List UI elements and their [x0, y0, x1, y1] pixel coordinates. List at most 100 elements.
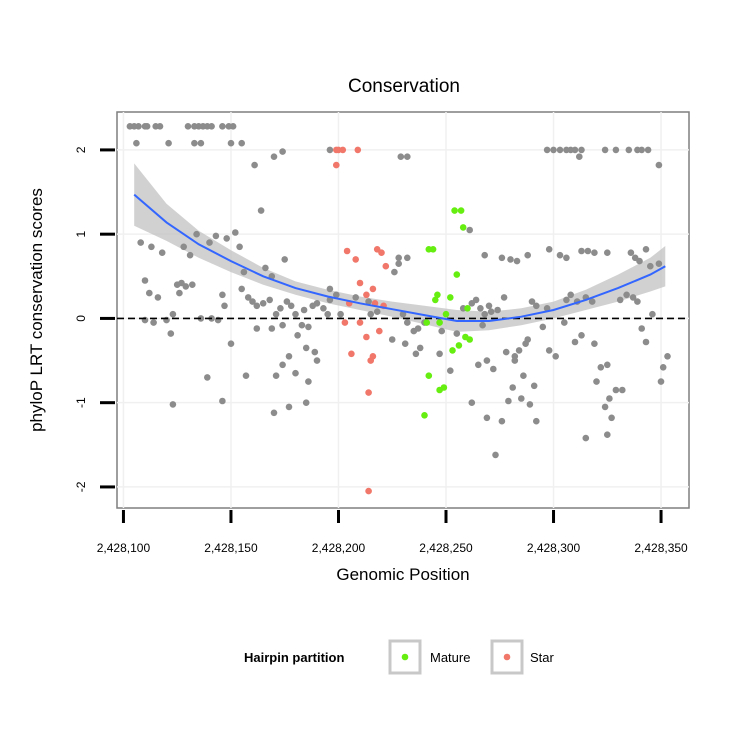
- point-other-216: [511, 357, 519, 364]
- point-star-3: [333, 161, 340, 169]
- point-other-149: [524, 336, 531, 343]
- point-other-89: [253, 325, 261, 332]
- point-other-135: [483, 414, 491, 422]
- point-other-35: [576, 153, 583, 160]
- point-other-172: [604, 431, 611, 439]
- point-other-199: [563, 254, 570, 262]
- point-other-47: [236, 243, 243, 251]
- point-other-105: [227, 340, 235, 348]
- point-other-95: [285, 353, 293, 360]
- y-tick-label-4: 2: [74, 146, 88, 153]
- point-other-163: [588, 298, 596, 305]
- point-other-143: [515, 347, 523, 354]
- point-other-201: [584, 247, 592, 255]
- point-other-113: [391, 268, 398, 276]
- point-other-2: [135, 123, 142, 130]
- point-mature-16: [459, 224, 467, 231]
- point-other-151: [533, 302, 540, 310]
- point-other-168: [606, 395, 613, 402]
- point-other-23: [270, 153, 278, 160]
- point-star-4: [354, 146, 362, 154]
- point-star-14: [341, 319, 349, 326]
- point-other-177: [629, 294, 637, 301]
- point-other-63: [182, 283, 190, 290]
- point-other-103: [270, 409, 278, 417]
- x-tick-label-0: 2,428,100: [97, 541, 151, 555]
- x-tick-label-3: 2,428,250: [419, 541, 473, 555]
- point-other-129: [485, 302, 493, 310]
- point-star-6: [352, 256, 360, 263]
- point-other-49: [193, 230, 200, 238]
- point-other-161: [578, 332, 585, 339]
- point-other-200: [578, 247, 585, 255]
- smooth-curve: [133, 193, 666, 322]
- point-other-12: [208, 123, 215, 130]
- point-mature-6: [425, 372, 433, 380]
- point-other-130: [487, 308, 495, 316]
- point-other-145: [502, 348, 510, 356]
- point-other-75: [259, 300, 267, 307]
- point-other-221: [309, 302, 317, 310]
- point-other-134: [468, 399, 476, 407]
- point-other-153: [543, 305, 551, 312]
- point-star-21: [365, 389, 372, 396]
- point-mature-14: [455, 342, 463, 349]
- point-other-183: [647, 262, 654, 270]
- point-other-111: [404, 254, 411, 262]
- point-star-2: [339, 146, 347, 154]
- point-star-9: [369, 285, 377, 293]
- point-other-220: [333, 291, 340, 299]
- point-star-16: [348, 350, 355, 358]
- y-tick-label-2: 0: [74, 315, 88, 322]
- x-axis: 2,428,100 2,428,150 2,428,200 2,428,250 2,42…: [97, 510, 688, 555]
- point-other-181: [636, 257, 643, 265]
- point-other-155: [552, 353, 559, 360]
- point-other-170: [608, 414, 615, 422]
- point-other-65: [176, 289, 183, 297]
- point-other-166: [593, 378, 600, 385]
- point-other-100: [313, 357, 321, 364]
- point-other-146: [530, 382, 538, 390]
- point-other-222: [300, 306, 308, 314]
- point-other-154: [545, 347, 553, 354]
- point-other-108: [219, 397, 226, 405]
- point-star-8: [363, 291, 370, 299]
- y-axis: -2 -1 0 1 2: [74, 146, 115, 492]
- point-mature-19: [466, 336, 474, 343]
- point-star-17: [363, 333, 370, 341]
- point-other-99: [305, 378, 312, 385]
- smooth-curve-layer: [133, 193, 666, 322]
- point-other-64: [189, 281, 196, 289]
- point-mature-10: [447, 294, 454, 301]
- point-mature-13: [453, 271, 461, 278]
- point-other-48: [206, 239, 213, 246]
- point-other-206: [240, 268, 248, 276]
- point-mature-15: [457, 207, 465, 214]
- point-other-16: [133, 139, 140, 147]
- point-other-46: [232, 229, 239, 236]
- point-other-125: [472, 296, 480, 304]
- point-other-148: [533, 417, 540, 425]
- point-other-223: [277, 305, 284, 312]
- point-mature-9: [440, 384, 448, 391]
- point-other-96: [279, 361, 286, 369]
- point-other-81: [287, 302, 295, 310]
- point-other-76: [266, 296, 274, 304]
- legend-swatch-mature: [401, 653, 409, 661]
- point-other-107: [169, 401, 177, 408]
- point-mature-12: [451, 207, 458, 214]
- point-other-51: [180, 243, 187, 251]
- point-mature-2: [432, 296, 439, 304]
- point-other-88: [324, 310, 332, 318]
- point-other-106: [204, 374, 211, 381]
- data-points-layer: [126, 123, 671, 495]
- point-other-37: [612, 146, 620, 154]
- point-other-218: [395, 254, 403, 262]
- point-other-190: [649, 310, 656, 318]
- point-other-175: [616, 296, 624, 304]
- point-other-208: [365, 298, 372, 305]
- point-other-157: [563, 296, 570, 304]
- point-star-22: [365, 487, 372, 495]
- point-other-115: [404, 319, 411, 326]
